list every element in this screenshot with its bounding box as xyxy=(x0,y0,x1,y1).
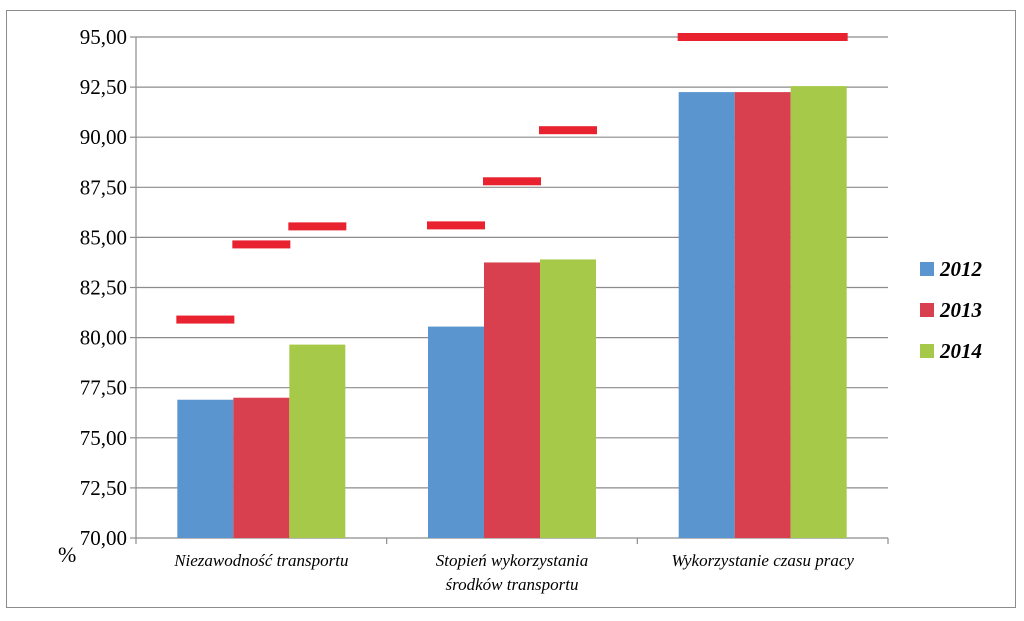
bar-2013 xyxy=(734,92,791,539)
bar-2012 xyxy=(678,92,735,539)
target-marker-2012 xyxy=(176,315,235,324)
x-category-label: Wykorzystanie czasu pracy xyxy=(671,551,854,570)
target-marker-2012 xyxy=(427,221,485,230)
target-marker-2014 xyxy=(539,126,597,135)
y-tick-label: 80,00 xyxy=(80,326,127,350)
y-tick-label: 92,50 xyxy=(80,75,127,99)
x-axis-labels: Niezawodność transportu Stopień wykorzyst… xyxy=(173,551,854,594)
legend-swatch-2012 xyxy=(920,262,934,276)
legend-swatch-2013 xyxy=(920,303,934,317)
y-tick-label: 90,00 xyxy=(80,125,127,149)
y-tick-label: 72,50 xyxy=(80,476,127,500)
target-marker-2013 xyxy=(733,33,792,41)
legend: 2012 2013 2014 xyxy=(920,257,983,363)
bar-2012 xyxy=(428,326,484,538)
target-marker-2012 xyxy=(677,33,736,41)
legend-label-2012: 2012 xyxy=(939,257,983,281)
bars xyxy=(177,86,847,539)
y-axis-unit-label: % xyxy=(58,542,76,567)
bar-2014 xyxy=(790,86,847,539)
y-tick-label: 87,50 xyxy=(80,175,127,199)
bar-2013 xyxy=(233,397,290,538)
x-category-label: Niezawodność transportu xyxy=(173,551,348,570)
target-marker-2013 xyxy=(232,240,291,249)
target-marker-2014 xyxy=(789,33,848,41)
y-tick-label: 70,00 xyxy=(80,526,127,550)
x-category-label: środków transportu xyxy=(445,575,578,594)
target-markers xyxy=(176,33,848,324)
y-tick-label: 75,00 xyxy=(80,426,127,450)
bar-2012 xyxy=(177,399,234,538)
y-tick-label: 82,50 xyxy=(80,276,127,300)
legend-swatch-2014 xyxy=(920,344,934,358)
x-category-label: Stopień wykorzystania xyxy=(436,551,589,570)
y-axis: 70,00 72,50 75,00 77,50 80,00 82,50 85,00 87,50… xyxy=(80,25,889,550)
y-tick-label: 77,50 xyxy=(80,376,127,400)
target-marker-2013 xyxy=(483,177,541,186)
bar-2013 xyxy=(484,262,540,538)
y-tick-label: 85,00 xyxy=(80,225,127,249)
target-marker-2014 xyxy=(288,222,347,231)
bar-2014 xyxy=(540,259,596,538)
bar-2014 xyxy=(289,344,346,538)
legend-label-2014: 2014 xyxy=(939,339,982,363)
legend-label-2013: 2013 xyxy=(939,298,982,322)
y-tick-label: 95,00 xyxy=(80,25,127,49)
